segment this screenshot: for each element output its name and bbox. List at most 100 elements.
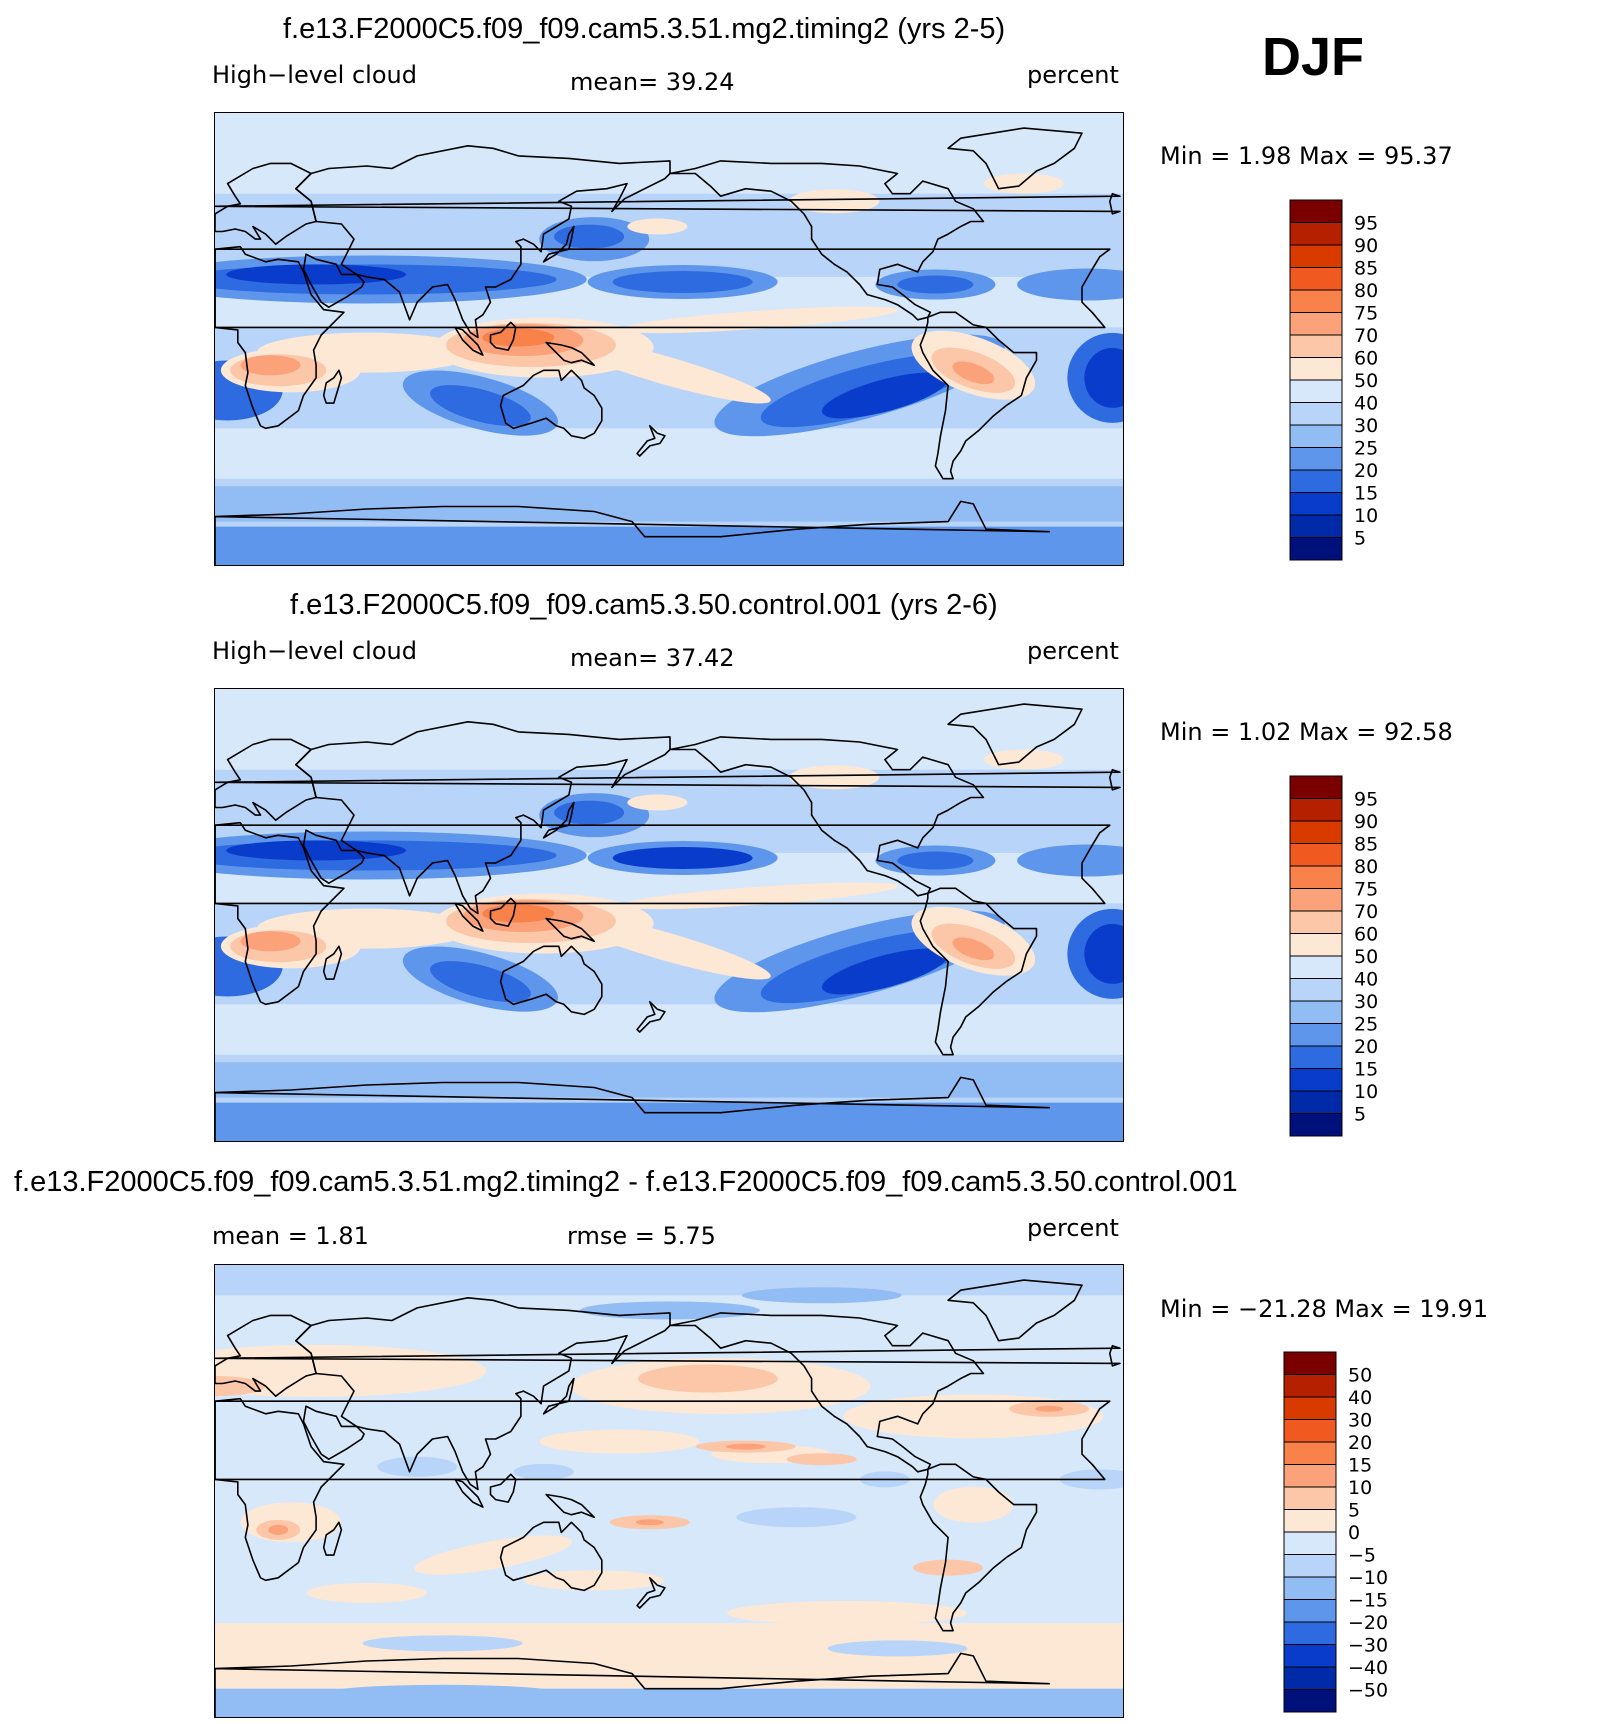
coastline [542, 225, 575, 263]
field-contour [215, 1004, 1123, 1055]
colorbar-swatch [1283, 1644, 1337, 1668]
colorbar-swatch [1283, 1419, 1337, 1443]
field-contour [612, 846, 753, 869]
panel-2-units: percent [1027, 637, 1119, 665]
colorbar-swatch [1283, 1554, 1337, 1578]
coastline [322, 945, 343, 980]
field-contour [226, 264, 407, 285]
coastline [302, 1405, 365, 1460]
panel-1-colorbar: 95 90 85 80 75 70 60 50 40 30 25 20 15 10 5 [1289, 199, 1410, 561]
field-contour [430, 385, 531, 427]
field-contour [726, 1601, 967, 1626]
coastline [947, 1279, 1083, 1342]
field-contour [637, 1364, 778, 1393]
panel-1-title: f.e13.F2000C5.f09_f09.cam5.3.51.mg2.timi… [283, 13, 1006, 45]
field-contour [612, 270, 753, 293]
field-contour [539, 1429, 700, 1454]
colorbar-swatch [1289, 933, 1343, 957]
colorbar-swatch [1289, 1023, 1343, 1047]
coastline [302, 829, 365, 884]
colorbar-swatch [1283, 1621, 1337, 1645]
field-contour [1017, 844, 1123, 877]
coastline [545, 341, 596, 366]
field-contour [627, 794, 688, 811]
field-contour [268, 1524, 289, 1535]
field-contour [627, 218, 688, 235]
colorbar-tick-label: 25 [1354, 1014, 1378, 1036]
coastline [295, 720, 671, 915]
field-contour [215, 1102, 1123, 1141]
colorbar-tick-label: 60 [1354, 348, 1378, 370]
colorbar-swatch [1283, 1396, 1337, 1420]
field-contour [618, 306, 899, 334]
field-contour [786, 1453, 857, 1466]
coastline [215, 821, 345, 1006]
colorbar-swatch [1289, 843, 1343, 867]
coastline [215, 192, 1121, 215]
coastline [454, 326, 484, 356]
colorbar-tick-label: 20 [1348, 1432, 1372, 1454]
field-contour [1084, 923, 1123, 984]
panel-1-map [214, 112, 1124, 566]
coastline [322, 1521, 343, 1556]
field-contour [933, 1486, 1014, 1523]
colorbar-tick-label: 40 [1354, 393, 1378, 415]
field-contour [1084, 347, 1123, 408]
field-contour [952, 937, 995, 961]
colorbar-tick-label: 80 [1354, 280, 1378, 302]
colorbar-tick-label: 50 [1354, 946, 1378, 968]
field-contour [482, 328, 555, 347]
colorbar-tick-label: 50 [1354, 370, 1378, 392]
colorbar-swatch [1289, 1068, 1343, 1092]
field-contour [430, 961, 531, 1003]
colorbar-swatch [1289, 820, 1343, 844]
coastline [454, 1478, 484, 1508]
panel-3-rmse: rmse = 5.75 [567, 1222, 716, 1250]
panel-1-units: percent [1027, 61, 1119, 89]
panel-3-units: percent [1027, 1214, 1119, 1242]
colorbar-swatch [1289, 514, 1343, 538]
colorbar-swatch [1283, 1531, 1337, 1555]
colorbar-swatch [1289, 312, 1343, 336]
coastline [489, 897, 517, 927]
panel-2-variable: High−level cloud [212, 637, 417, 665]
field-contour [306, 1582, 427, 1603]
colorbar-swatch [1289, 537, 1343, 561]
colorbar-swatch [1289, 888, 1343, 912]
coastline [489, 321, 517, 351]
colorbar-tick-label: −10 [1348, 1567, 1388, 1589]
colorbar-swatch [1289, 402, 1343, 426]
field-contour [897, 851, 974, 870]
colorbar-tick-label: 95 [1354, 213, 1378, 235]
coastline [919, 311, 1038, 480]
colorbar-tick-label: 15 [1348, 1455, 1372, 1477]
colorbar-tick-label: −40 [1348, 1657, 1388, 1679]
coastline [215, 768, 1121, 791]
colorbar-swatch [1283, 1486, 1337, 1510]
field-contour [215, 1623, 1123, 1689]
field-contour [377, 1456, 458, 1477]
colorbar-tick-label: 30 [1354, 415, 1378, 437]
field-contour [215, 428, 1123, 479]
colorbar-tick-label: −50 [1348, 1680, 1388, 1702]
panel-1-minmax: Min = 1.98 Max = 95.37 [1160, 142, 1453, 170]
coastline [636, 424, 666, 457]
coastline [499, 945, 603, 1016]
coastline [919, 887, 1038, 1056]
panel-3-minmax: Min = −21.28 Max = 19.91 [1160, 1295, 1489, 1323]
colorbar-swatch [1283, 1666, 1337, 1690]
colorbar-tick-label: 5 [1354, 528, 1366, 550]
colorbar-swatch [1289, 424, 1343, 448]
colorbar-tick-label: 85 [1354, 258, 1378, 280]
coastline [545, 1493, 596, 1518]
colorbar-tick-label: 60 [1354, 924, 1378, 946]
field-contour [414, 1535, 572, 1575]
panel-3-colorbar: 50 40 30 20 15 10 5 0 −5 −10 −15 −20 −30 −40 −50 [1283, 1351, 1404, 1713]
colorbar-swatch [1289, 1045, 1343, 1069]
field-contour [827, 1640, 968, 1657]
colorbar-tick-label: 75 [1354, 879, 1378, 901]
colorbar-tick-label: −15 [1348, 1590, 1388, 1612]
field-contour [1017, 268, 1123, 301]
field-contour [821, 372, 948, 419]
panel-1-variable: High−level cloud [212, 61, 417, 89]
